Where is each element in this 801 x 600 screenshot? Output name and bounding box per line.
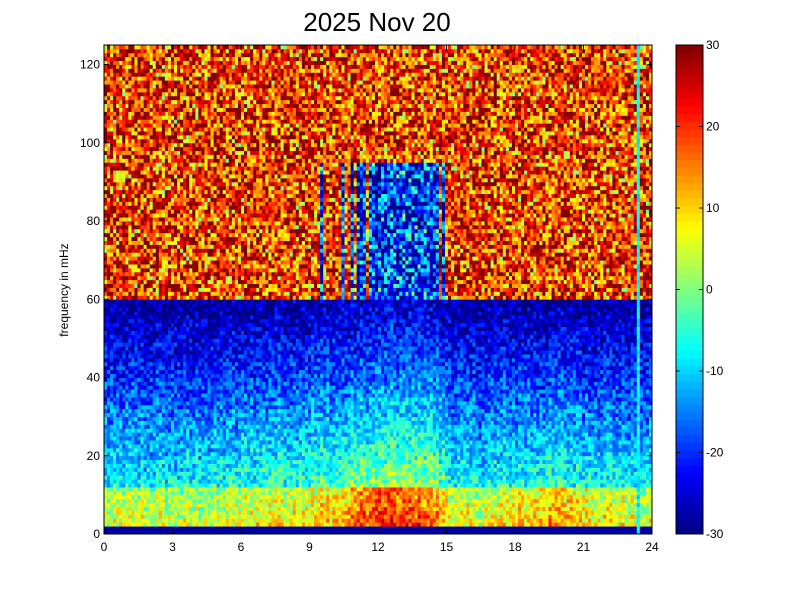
colorbar-tick-label: 20 — [706, 120, 720, 134]
y-tick-label: 60 — [87, 292, 101, 306]
chart-title: 2025 Nov 20 — [303, 7, 450, 37]
y-tick-label: 40 — [87, 371, 101, 385]
y-tick-label: 100 — [80, 136, 100, 150]
x-tick-label: 15 — [440, 540, 454, 554]
x-axis: 0 3 6 9 12 15 18 21 24 — [101, 45, 659, 554]
y-tick-label: 20 — [87, 449, 101, 463]
x-tick-label: 24 — [645, 540, 659, 554]
spectrogram-plot-area — [104, 45, 653, 535]
colorbar-tick-label: 30 — [706, 38, 720, 52]
colorbar-tick-label: -20 — [706, 446, 724, 460]
colorbar: -30 -20 -10 0 10 20 30 — [675, 38, 724, 541]
colorbar-tick-label: -10 — [706, 364, 724, 378]
heatmap-cells — [104, 45, 653, 535]
y-tick-label: 80 — [87, 214, 101, 228]
x-tick-label: 3 — [169, 540, 176, 554]
colorbar-ticks: -30 -20 -10 0 10 20 30 — [676, 38, 724, 541]
y-tick-label: 0 — [93, 527, 100, 541]
y-axis-label: frequency in mHz — [57, 243, 71, 336]
x-tick-label: 0 — [101, 540, 108, 554]
colorbar-gradient — [676, 45, 703, 535]
x-tick-label: 9 — [306, 540, 313, 554]
colorbar-tick-label: 10 — [706, 201, 720, 215]
y-tick-label: 120 — [80, 58, 100, 72]
x-tick-label: 6 — [238, 540, 245, 554]
x-tick-label: 12 — [371, 540, 385, 554]
x-tick-label: 18 — [508, 540, 522, 554]
x-tick-label: 21 — [577, 540, 591, 554]
colorbar-tick-label: 0 — [706, 283, 713, 297]
colorbar-tick-label: -30 — [706, 527, 724, 541]
y-axis: 0 20 40 60 80 100 120 — [80, 58, 652, 541]
